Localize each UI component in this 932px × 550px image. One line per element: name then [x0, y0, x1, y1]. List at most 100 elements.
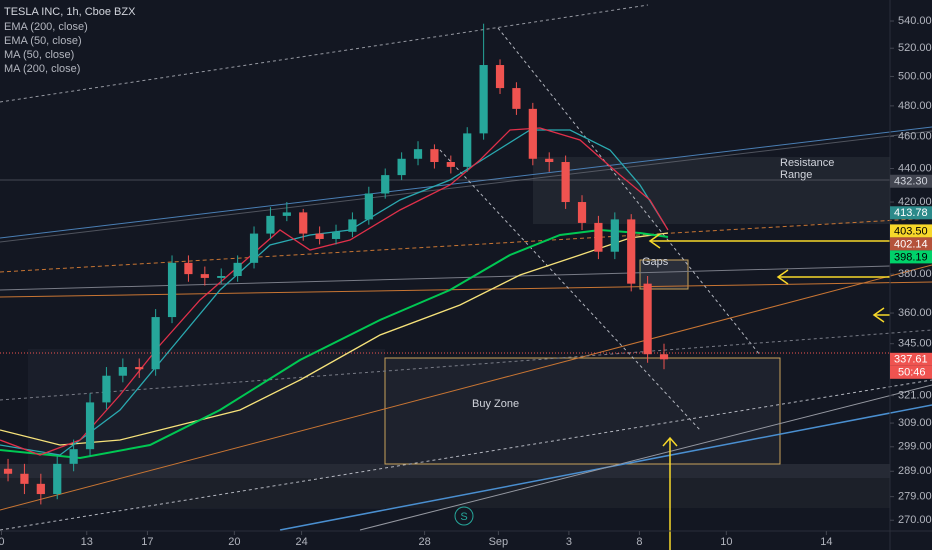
trend-line	[439, 149, 701, 431]
candle-body	[610, 219, 619, 252]
y-tick-label: 480.00	[898, 100, 932, 112]
candle-body	[381, 175, 390, 194]
zone	[0, 464, 890, 478]
price-badge-label: 337.61	[894, 354, 928, 366]
candle-body	[577, 202, 587, 223]
price-badge	[890, 250, 932, 264]
x-tick-label: 14	[820, 536, 832, 548]
trend-line	[0, 265, 891, 291]
y-tick-label: 270.00	[898, 514, 932, 526]
session-marker	[454, 506, 474, 526]
ma-50	[0, 129, 666, 456]
indicator-label: EMA (200, close)	[4, 21, 88, 33]
indicator-label: EMA (50, close)	[4, 35, 82, 47]
resistance-zone	[533, 157, 890, 224]
arrows	[648, 233, 890, 550]
candle-body	[299, 212, 308, 234]
candle-body	[397, 158, 406, 176]
annotation: Buy Zone	[472, 398, 519, 410]
x-tick-label: 17	[141, 536, 153, 548]
candle-body	[20, 473, 29, 484]
y-tick-label: 440.00	[898, 162, 932, 174]
y-tick-label: 321.00	[898, 390, 932, 402]
price-badge-label: 402.14	[894, 238, 928, 250]
price-badge	[890, 174, 932, 188]
candle-body	[282, 212, 291, 216]
x-tick-label: 3	[566, 536, 572, 548]
trend-line	[0, 4, 649, 103]
candle-body	[413, 149, 423, 159]
candle-body	[643, 283, 652, 355]
y-tick-label: 309.00	[898, 417, 932, 429]
price-badge	[890, 352, 932, 366]
candle-body	[53, 463, 62, 495]
candle-body	[233, 262, 242, 277]
arrow-head	[662, 436, 678, 447]
ma-200	[0, 232, 669, 446]
x-tick-label: 28	[418, 536, 430, 548]
zone	[0, 478, 890, 508]
candles	[3, 23, 669, 505]
y-tick-label: 279.00	[898, 491, 932, 503]
candle-body	[315, 233, 324, 239]
candle-body	[545, 158, 554, 163]
buy-zone	[384, 357, 781, 465]
countdown-badge	[890, 365, 932, 379]
moving-averages	[0, 127, 669, 460]
drawings	[0, 4, 932, 531]
trend-line	[359, 384, 932, 531]
candle-body	[348, 219, 357, 232]
y-tick-label: 380.00	[898, 268, 932, 280]
trend-line	[0, 281, 932, 298]
y-tick-label: 500.00	[898, 70, 932, 82]
candle-body	[217, 276, 226, 278]
annotation: Gaps	[642, 256, 669, 268]
candle-body	[200, 274, 209, 278]
candle-body	[36, 483, 45, 495]
candle-body	[135, 367, 144, 370]
trend-line	[0, 217, 932, 273]
candle-body	[594, 222, 603, 252]
y-tick-label: 360.00	[898, 307, 932, 319]
candle-body	[184, 262, 193, 275]
trend-line	[0, 379, 932, 531]
candle-body	[85, 402, 95, 450]
ema-50	[0, 127, 669, 456]
y-tick-label: 460.00	[898, 130, 932, 142]
candle-body	[167, 262, 177, 318]
y-tick-label: 520.00	[898, 42, 932, 54]
candle-body	[3, 468, 13, 474]
x-tick-label: 10	[720, 536, 732, 548]
candle-body	[151, 317, 160, 370]
candle-body	[627, 219, 636, 284]
candle-body	[118, 367, 127, 376]
candle-body	[528, 108, 537, 159]
x-tick-label: 24	[295, 536, 307, 548]
candle-body	[479, 65, 488, 134]
candle-body	[512, 88, 521, 109]
price-badge-label: 413.78	[894, 207, 928, 219]
candle-body	[430, 149, 439, 163]
candle-body	[69, 449, 78, 464]
candle-body	[446, 162, 455, 167]
x-tick-label: 20	[228, 536, 240, 548]
candle-body	[561, 162, 570, 203]
y-tick-label: 289.00	[898, 465, 932, 477]
candle-body	[495, 65, 505, 89]
y-tick-label: 420.00	[898, 196, 932, 208]
x-tick-label: Sep	[489, 536, 509, 548]
trend-line	[0, 126, 932, 239]
trend-line	[497, 27, 761, 356]
y-tick-label: 540.00	[898, 15, 932, 27]
candle-body	[659, 354, 669, 360]
candle-body	[364, 193, 373, 220]
y-tick-label: 345.00	[898, 338, 932, 350]
price-badge	[890, 206, 932, 220]
chart-title: TESLA INC, 1h, Cboe BZX	[4, 6, 136, 18]
candle-body	[463, 133, 472, 167]
candle-body	[102, 375, 111, 403]
price-badge	[890, 237, 932, 251]
arrow-head	[776, 269, 789, 285]
annotation: Range	[780, 169, 812, 181]
